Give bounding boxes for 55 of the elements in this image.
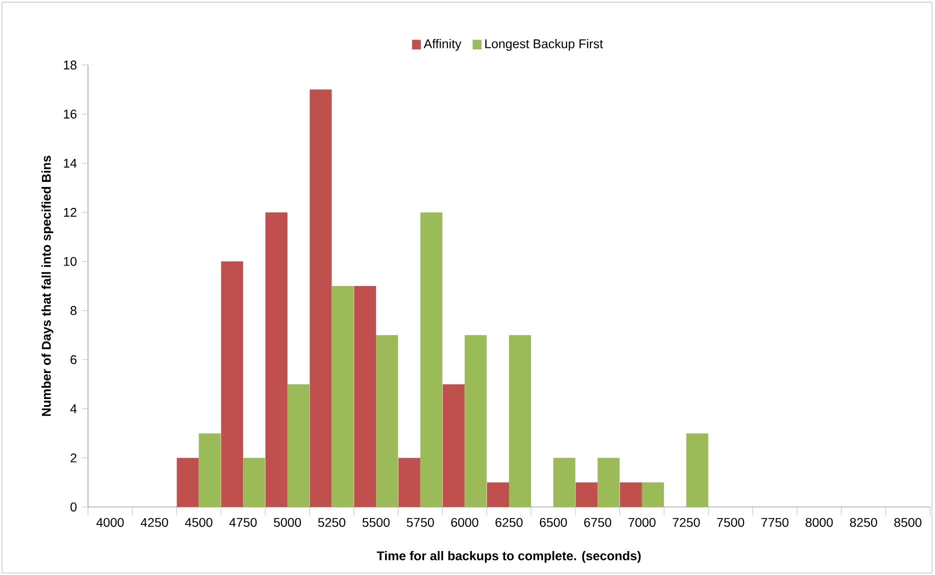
bar <box>198 433 221 507</box>
bar <box>376 335 398 507</box>
bar <box>509 335 532 507</box>
bar <box>598 458 620 507</box>
bar <box>576 482 598 507</box>
x-tick-label: 7000 <box>628 518 656 527</box>
bar <box>287 384 310 507</box>
x-tick-label: 6750 <box>584 518 612 527</box>
bar <box>686 433 708 507</box>
x-tick-label: 4500 <box>185 518 212 527</box>
bar <box>243 458 266 507</box>
x-tick-label: 5750 <box>406 518 434 527</box>
y-tick-label: 10 <box>64 256 77 266</box>
bar <box>310 90 332 507</box>
y-tick-label: 6 <box>70 355 76 364</box>
bar <box>642 482 664 507</box>
y-tick-label: 0 <box>70 502 77 512</box>
x-tick-label: 6000 <box>451 518 478 527</box>
bar <box>398 458 420 507</box>
x-tick-label: 5250 <box>318 518 346 527</box>
legend-label: Longest Backup First <box>485 38 604 51</box>
x-tick-label: 6500 <box>540 518 567 527</box>
bar <box>464 335 487 507</box>
x-tick-label: 7500 <box>717 518 744 527</box>
y-tick-label: 12 <box>64 208 76 217</box>
x-tick-label: 5000 <box>274 518 302 527</box>
bar <box>487 482 509 507</box>
x-tick-label: 6250 <box>496 518 523 527</box>
x-tick-label: 4750 <box>229 518 257 527</box>
bar <box>442 384 465 507</box>
bar <box>265 212 288 507</box>
bar <box>620 482 642 507</box>
legend-label: Affinity <box>424 38 462 51</box>
y-tick-label: 18 <box>64 60 76 70</box>
y-axis-title: Number of Days that fall into specified Bins <box>42 156 54 416</box>
bar <box>354 286 376 507</box>
bar <box>221 261 244 507</box>
x-tick-label: 8500 <box>894 518 922 527</box>
x-tick-label: 4000 <box>96 518 124 527</box>
x-tick-label: 8000 <box>806 518 833 527</box>
x-axis-title: Time for all backups to complete. (seconds) <box>376 550 641 563</box>
bar <box>176 458 199 507</box>
y-tick-label: 4 <box>70 404 77 414</box>
x-tick-label: 4250 <box>140 518 168 527</box>
bar <box>420 212 442 507</box>
y-tick-label: 8 <box>70 306 76 316</box>
y-tick-label: 2 <box>70 453 76 462</box>
x-tick-label: 7250 <box>672 518 700 527</box>
x-tick-label: 8250 <box>850 518 878 527</box>
x-tick-label: 7750 <box>761 518 788 527</box>
x-tick-label: 5500 <box>362 518 390 527</box>
bar <box>332 286 354 507</box>
bar <box>553 458 576 507</box>
y-tick-label: 14 <box>64 158 77 168</box>
y-tick-label: 16 <box>64 110 76 119</box>
